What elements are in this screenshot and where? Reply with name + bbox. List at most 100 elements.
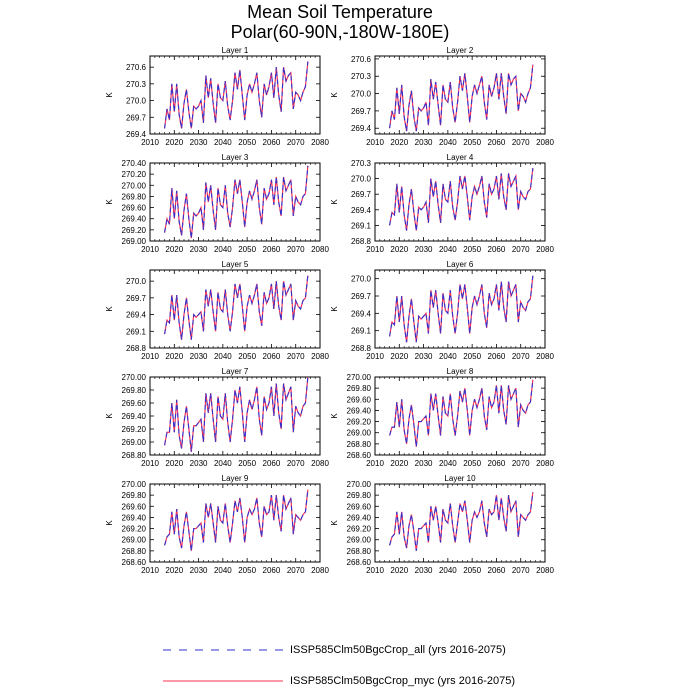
panel-title: Layer 1 — [222, 46, 249, 55]
panel-layer-2: Layer 2 2010 2020 2030 2040 2050 2060 2070 2080 2… — [330, 46, 554, 147]
x-tick-label: 2030 — [190, 245, 208, 254]
x-tick-label: 2070 — [512, 352, 530, 361]
x-tick-label: 2040 — [439, 245, 457, 254]
panel-title: Layer 2 — [447, 46, 474, 55]
x-tick-label: 2010 — [366, 566, 384, 575]
y-tick-label: 270.00 — [122, 181, 147, 190]
x-tick-label: 2010 — [141, 245, 159, 254]
x-tick-label: 2040 — [214, 352, 232, 361]
y-tick-label: 268.80 — [122, 451, 147, 460]
x-tick-label: 2080 — [536, 245, 554, 254]
y-tick-label: 270.40 — [122, 159, 147, 168]
y-tick-label: 270.0 — [126, 97, 147, 106]
x-tick-label: 2040 — [214, 566, 232, 575]
x-tick-label: 2060 — [263, 352, 281, 361]
y-tick-label: 270.0 — [351, 275, 372, 284]
x-tick-label: 2080 — [311, 352, 329, 361]
y-tick-label: 269.40 — [122, 215, 147, 224]
y-tick-label: 269.80 — [347, 491, 372, 500]
y-tick-label: 268.80 — [122, 547, 147, 556]
x-tick-label: 2020 — [390, 245, 408, 254]
x-tick-label: 2070 — [287, 352, 305, 361]
y-tick-label: 269.00 — [122, 536, 147, 545]
series-line-myc — [388, 379, 534, 447]
x-tick-label: 2070 — [287, 138, 305, 147]
series-line-all — [389, 64, 534, 132]
x-tick-label: 2020 — [390, 459, 408, 468]
panel-title: Layer 9 — [222, 474, 249, 483]
series-line-myc — [163, 275, 309, 340]
y-tick-label: 269.60 — [122, 502, 147, 511]
x-tick-label: 2070 — [512, 245, 530, 254]
x-tick-label: 2030 — [415, 245, 433, 254]
y-tick-label: 270.0 — [126, 277, 147, 286]
y-tick-label: 268.8 — [351, 237, 372, 246]
y-axis-label: K — [105, 199, 114, 205]
y-axis-label: K — [105, 92, 114, 98]
y-tick-label: 269.1 — [351, 327, 372, 336]
x-tick-label: 2020 — [165, 566, 183, 575]
x-tick-label: 2050 — [463, 352, 481, 361]
x-tick-label: 2060 — [488, 245, 506, 254]
x-tick-label: 2030 — [190, 352, 208, 361]
y-axis-label: K — [105, 413, 114, 419]
y-tick-label: 270.00 — [347, 480, 372, 489]
y-tick-label: 270.3 — [351, 72, 372, 81]
series-line-all — [389, 379, 534, 447]
y-tick-label: 269.20 — [122, 525, 147, 534]
y-tick-label: 268.8 — [351, 344, 372, 353]
x-tick-label: 2070 — [512, 566, 530, 575]
x-tick-label: 2020 — [390, 138, 408, 147]
y-axis-label: K — [330, 199, 339, 205]
x-tick-label: 2040 — [214, 245, 232, 254]
x-tick-label: 2030 — [190, 566, 208, 575]
y-tick-label: 269.80 — [122, 192, 147, 201]
y-axis-label: K — [330, 306, 339, 312]
y-tick-label: 269.40 — [347, 513, 372, 522]
x-tick-label: 2020 — [165, 138, 183, 147]
figure-title-line2: Polar(60-90N,-180W-180E) — [231, 22, 450, 42]
y-tick-label: 270.0 — [351, 175, 372, 184]
plot-frame — [374, 55, 546, 135]
panel-title: Layer 7 — [222, 367, 249, 376]
series-line-all — [164, 376, 309, 452]
series-line-myc — [388, 64, 534, 132]
x-tick-label: 2070 — [512, 459, 530, 468]
x-tick-label: 2040 — [214, 459, 232, 468]
y-tick-label: 270.3 — [351, 159, 372, 168]
x-tick-label: 2010 — [141, 566, 159, 575]
y-tick-label: 269.40 — [122, 513, 147, 522]
x-tick-label: 2040 — [439, 566, 457, 575]
series-line-all — [164, 61, 309, 129]
y-axis-label: K — [105, 520, 114, 526]
y-tick-label: 269.40 — [347, 406, 372, 415]
y-tick-label: 269.40 — [122, 412, 147, 421]
series-line-all — [164, 489, 309, 551]
y-tick-label: 269.20 — [347, 418, 372, 427]
panel-layer-5: Layer 5 2010 2020 2030 2040 2050 2060 2070 2080 2… — [105, 260, 329, 361]
y-tick-label: 268.8 — [126, 344, 147, 353]
x-tick-label: 2070 — [512, 138, 530, 147]
y-tick-label: 269.1 — [351, 221, 372, 230]
x-tick-label: 2060 — [488, 566, 506, 575]
plot-frame — [149, 55, 321, 135]
x-tick-label: 2010 — [366, 459, 384, 468]
y-tick-label: 270.00 — [347, 373, 372, 382]
plot-frame — [374, 376, 546, 456]
x-tick-label: 2020 — [165, 245, 183, 254]
x-tick-label: 2010 — [141, 138, 159, 147]
y-tick-label: 270.00 — [122, 480, 147, 489]
plot-frame — [374, 483, 546, 563]
panel-layer-3: Layer 3 2010 2020 2030 2040 2050 2060 2070 2080 2… — [105, 153, 329, 254]
y-tick-label: 269.4 — [126, 130, 147, 139]
x-tick-label: 2060 — [263, 566, 281, 575]
x-tick-label: 2020 — [390, 566, 408, 575]
y-tick-label: 269.1 — [126, 327, 147, 336]
series-line-myc — [388, 168, 534, 231]
series-line-all — [389, 492, 534, 551]
plot-frame — [374, 162, 546, 242]
y-tick-label: 269.00 — [122, 237, 147, 246]
panel-layer-8: Layer 8 2010 2020 2030 2040 2050 2060 2070 2080 2… — [330, 367, 554, 468]
x-tick-label: 2080 — [311, 566, 329, 575]
